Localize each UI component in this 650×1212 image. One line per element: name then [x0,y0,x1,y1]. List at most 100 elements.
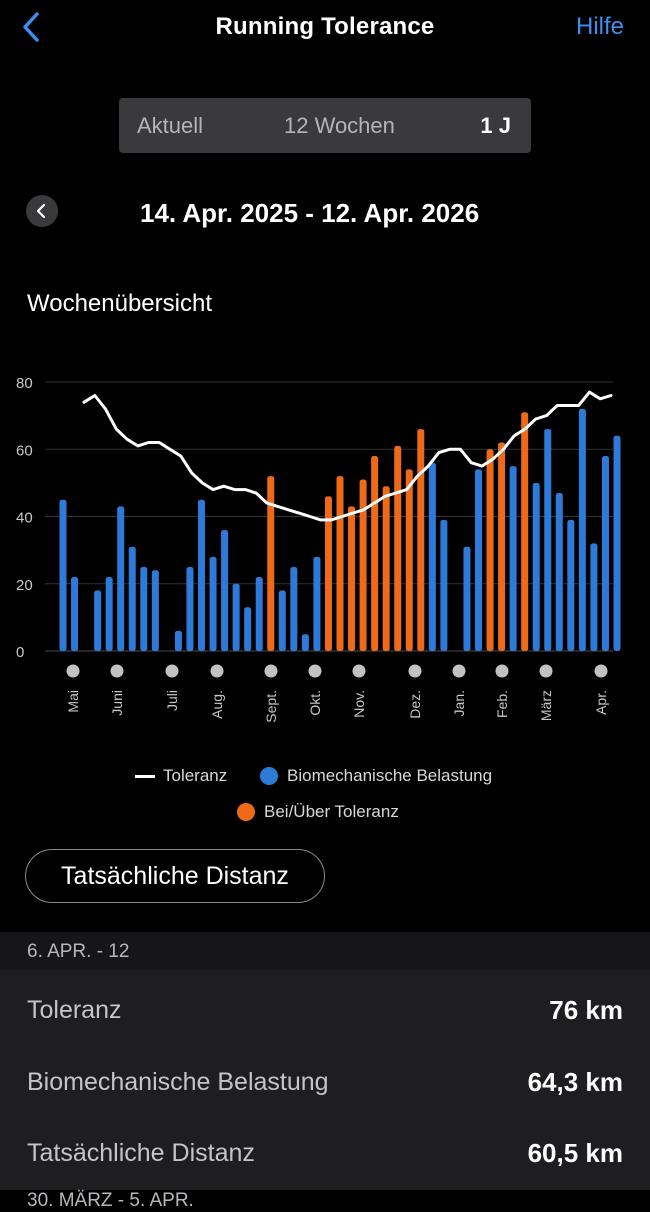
y-tick-label: 80 [16,375,33,392]
week-stats-panel [0,970,650,1190]
next-week-header: 30. MÄRZ - 5. APR. [27,1190,194,1211]
month-dot [408,664,422,678]
month-dot [264,664,278,678]
month-dot [495,664,509,678]
month-dot [352,664,366,678]
month-dot [66,664,80,678]
bar [567,519,575,651]
month-dot [308,664,322,678]
section-title: Wochenübersicht [27,290,212,317]
x-tick-label: Dez. [407,690,423,719]
bar [59,499,67,651]
bar [290,566,298,651]
x-tick-label: Aug. [209,690,225,719]
x-tick-label: Sept. [263,690,279,723]
bar [336,476,344,651]
bar [601,455,609,651]
y-tick-label: 20 [16,577,33,594]
y-tick-label: 60 [16,442,33,459]
chevron-left-icon [23,12,39,42]
y-tick-label: 40 [16,510,33,527]
weekly-chart: 0 20 40 60 80 Mai Juni Juli Aug. Sept. Okt. Nov. Dez… [16,375,621,723]
bar [417,429,425,651]
bar [359,479,367,651]
bar [71,577,79,651]
bar [428,462,436,651]
back-button[interactable] [18,10,48,44]
bar [255,577,263,651]
x-tick-label: Nov. [351,690,367,718]
legend-orange-swatch [237,803,255,821]
stat-row-tolerance: Toleranz 76 km [0,988,650,1028]
stat-label: Tatsächliche Distanz [27,1139,255,1167]
bar [174,630,182,651]
x-tick-label: Okt. [307,690,323,716]
stat-value: 76 km [549,995,623,1025]
x-tick-label: Juli [164,690,180,711]
bar [117,506,125,651]
nav-bar: Running Tolerance Hilfe [0,0,650,56]
bar [463,546,471,651]
week-header-label: 6. APR. - 12 [27,941,130,962]
x-tick-label: März [538,690,554,721]
month-dot [594,664,608,678]
week-header: 6. APR. - 12 [0,932,650,970]
bar [521,412,529,651]
month-dot [452,664,466,678]
period-segmented-control: Aktuell 12 Wochen 1 J [119,98,531,153]
chevron-left-icon [36,203,46,219]
bar [578,408,586,651]
bar [371,455,379,651]
segment-1-year[interactable]: 1 J [480,113,511,138]
bar [440,519,448,651]
stat-label: Biomechanische Belastung [27,1068,329,1096]
bar [498,442,506,651]
date-range: 14. Apr. 2025 - 12. Apr. 2026 [140,198,480,228]
x-tick-label: Feb. [494,690,510,718]
stat-value: 60,5 km [527,1138,623,1168]
bar [94,590,102,651]
segment-12-weeks[interactable]: 12 Wochen [284,113,395,138]
month-dot [210,664,224,678]
legend-line-swatch [135,775,155,778]
bar [348,506,356,651]
bar [140,566,148,651]
actual-distance-button[interactable]: Tatsächliche Distanz [25,849,325,903]
bar [324,496,332,651]
legend-blue-swatch [260,767,278,785]
bar [382,486,390,651]
bar [278,590,286,651]
stat-value: 64,3 km [527,1067,623,1097]
x-tick-label: Juni [109,690,125,716]
x-tick-label: Apr. [593,690,609,715]
x-tick-label: Jan. [451,690,467,716]
bar [209,556,217,651]
bar [313,556,321,651]
stat-row-biomechanical: Biomechanische Belastung 64,3 km [0,1060,650,1100]
bar [267,476,275,651]
bar [555,492,563,651]
bar [475,469,482,651]
bar [186,566,194,651]
y-tick-label: 0 [16,644,24,661]
bar [486,449,494,651]
bar [613,435,621,651]
legend-biomechanical: Biomechanische Belastung [287,766,493,785]
page-title: Running Tolerance [215,13,435,40]
segment-current[interactable]: Aktuell [137,113,204,138]
bar [532,482,540,651]
bar [105,577,113,651]
bar [509,466,517,651]
help-button[interactable]: Hilfe [575,13,624,40]
bar [221,529,229,651]
legend-tolerance: Toleranz [163,766,228,785]
month-dot [110,664,124,678]
bar [590,543,598,651]
bar [544,429,552,651]
x-tick-label: Mai [65,690,81,713]
bar [198,499,205,651]
previous-period-button[interactable] [26,195,58,227]
month-dot [165,664,179,678]
bar [394,445,402,651]
bar [405,469,413,651]
